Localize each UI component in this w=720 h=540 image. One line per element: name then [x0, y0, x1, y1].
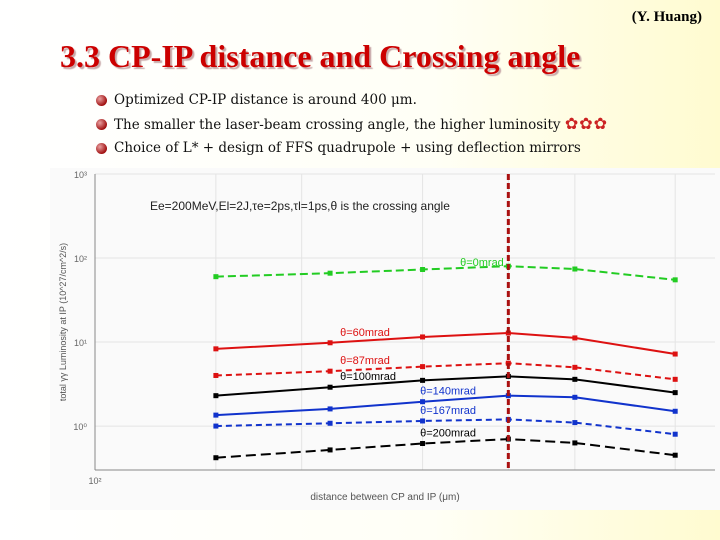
data-point: [572, 440, 578, 446]
data-point: [327, 368, 333, 374]
y-axis-label: total γγ Luminosity at IP (10^27/cm^2/s): [58, 243, 68, 401]
data-point: [572, 266, 578, 272]
data-point: [327, 340, 333, 346]
data-point: [213, 346, 219, 352]
data-point: [672, 408, 678, 414]
bullet-list: Optimized CP-IP distance is around 400 μ…: [96, 90, 608, 162]
data-point: [420, 377, 426, 383]
bullet-dot-icon: [96, 119, 107, 130]
data-point: [213, 412, 219, 418]
data-point: [327, 406, 333, 412]
series-line: [215, 438, 676, 459]
data-point: [213, 455, 219, 461]
data-point: [420, 334, 426, 340]
series-label: θ=200mrad: [420, 428, 476, 440]
x-axis-label: distance between CP and IP (μm): [310, 492, 459, 503]
series-line: [215, 418, 676, 436]
data-point: [572, 335, 578, 341]
y-tick-label: 10³: [74, 170, 87, 180]
chart-annotation: Ee=200MeV,El=2J,τe=2ps,τl=1ps,θ is the c…: [150, 199, 450, 213]
series-line: [215, 332, 676, 356]
chart-svg: 10³ 10² 10¹ 10⁰ 10² distance between CP and I…: [58, 170, 715, 503]
bullet-item: The smaller the laser-beam crossing angl…: [96, 114, 608, 138]
data-point: [213, 423, 219, 429]
series-label: θ=140mrad: [420, 386, 476, 398]
luminosity-chart: 10³ 10² 10¹ 10⁰ 10² distance between CP and I…: [50, 168, 720, 510]
data-point: [327, 447, 333, 453]
data-point: [672, 452, 678, 458]
series-label: θ=167mrad: [420, 405, 476, 417]
data-point: [572, 364, 578, 370]
data-point: [672, 431, 678, 437]
data-point: [572, 420, 578, 426]
data-point: [327, 420, 333, 426]
series-label: θ=100mrad: [340, 371, 396, 383]
flower-decoration-icon: ✿✿✿: [564, 114, 609, 133]
data-point: [672, 390, 678, 396]
y-tick-label: 10²: [74, 254, 87, 264]
data-point: [672, 376, 678, 382]
bullet-item: Choice of L* + design of FFS quadrupole …: [96, 138, 608, 162]
x-tick-label: 10²: [88, 476, 101, 486]
bullet-text: Choice of L* + design of FFS quadrupole …: [114, 140, 581, 156]
data-point: [420, 441, 426, 447]
bullet-dot-icon: [96, 143, 107, 154]
bullet-text: Optimized CP-IP distance is around 400 μ…: [114, 92, 417, 108]
series-line: [215, 375, 676, 397]
y-tick-label: 10⁰: [73, 422, 87, 432]
data-point: [420, 267, 426, 273]
data-point: [213, 274, 219, 280]
series-label: θ=87mrad: [340, 355, 390, 367]
series-line: [215, 362, 676, 381]
bullet-text: The smaller the laser-beam crossing angl…: [114, 117, 561, 133]
author-credit: (Y. Huang): [631, 9, 702, 25]
series-line: [215, 394, 676, 417]
data-point: [572, 394, 578, 400]
series-line: [215, 265, 676, 281]
data-point: [213, 393, 219, 399]
y-tick-label: 10¹: [74, 338, 87, 348]
data-point: [327, 384, 333, 390]
data-point: [572, 376, 578, 382]
bullet-dot-icon: [96, 95, 107, 106]
data-point: [672, 277, 678, 283]
slide-title: 3.3 CP-IP distance and Crossing angle: [60, 38, 581, 74]
data-point: [505, 330, 511, 336]
data-point: [420, 364, 426, 370]
data-point: [420, 418, 426, 424]
data-point: [672, 351, 678, 357]
data-point: [327, 270, 333, 276]
bullet-item: Optimized CP-IP distance is around 400 μ…: [96, 90, 608, 114]
data-point: [420, 399, 426, 405]
series-label: θ=60mrad: [340, 327, 390, 339]
data-point: [213, 372, 219, 378]
series-label: θ=0mrad: [460, 257, 504, 269]
